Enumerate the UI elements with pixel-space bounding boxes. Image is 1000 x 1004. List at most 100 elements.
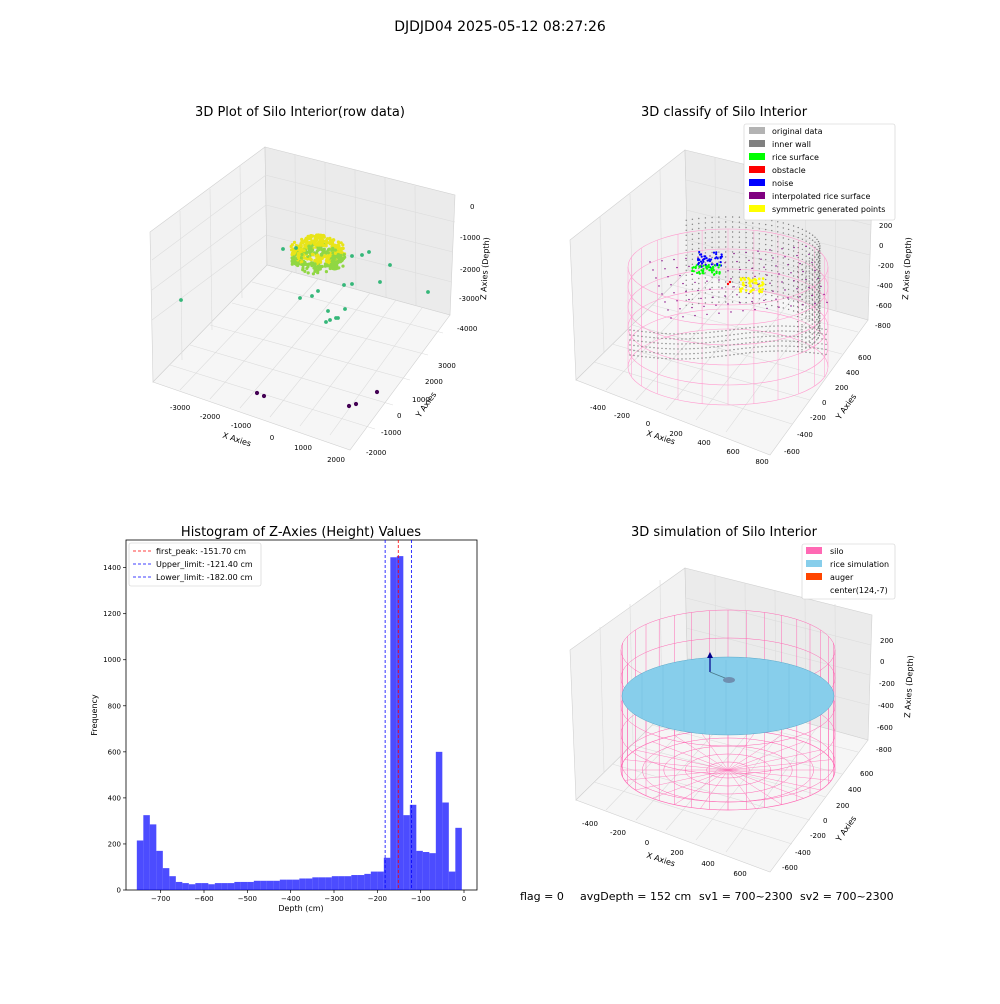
- inner-wall-point: [808, 280, 810, 282]
- inner-wall-point: [713, 331, 715, 333]
- inner-wall-point: [818, 334, 821, 337]
- interpolated-point: [772, 290, 774, 292]
- histogram-ytick-label: 800: [108, 702, 121, 710]
- raw-point: [292, 240, 297, 244]
- inner-wall-point: [665, 332, 667, 335]
- interpolated-point: [766, 307, 768, 310]
- inner-wall-point: [818, 249, 821, 252]
- p2-ytick-5: 400: [846, 369, 859, 377]
- inner-wall-point: [782, 282, 784, 284]
- raw-point: [378, 280, 382, 284]
- p2-legend-swatch-3: [749, 166, 765, 173]
- inner-wall-point: [805, 275, 807, 277]
- histogram-bar: [175, 881, 183, 890]
- inner-wall-point: [752, 247, 754, 249]
- inner-wall-point: [745, 342, 747, 344]
- histogram-bar: [247, 881, 254, 890]
- inner-wall-point: [685, 259, 687, 261]
- inner-wall-point: [769, 335, 771, 337]
- inner-wall-point: [787, 233, 790, 236]
- inner-wall-point: [731, 301, 734, 303]
- raw-point: [324, 244, 328, 248]
- inner-wall-point: [816, 324, 818, 326]
- inner-wall-point: [816, 294, 818, 296]
- inner-wall-point: [809, 336, 811, 339]
- raw-point: [310, 252, 314, 256]
- noise-point: [697, 257, 700, 261]
- inner-wall-point: [637, 350, 639, 352]
- inner-wall-point: [805, 312, 807, 314]
- inner-wall-point: [731, 266, 734, 268]
- raw-point: [326, 309, 330, 313]
- raw-point: [312, 266, 316, 270]
- inner-wall-point: [801, 289, 803, 291]
- inner-wall-point: [725, 241, 727, 243]
- inner-wall-point: [811, 333, 813, 335]
- inner-wall-point: [805, 285, 807, 287]
- inner-wall-point: [689, 358, 691, 360]
- rice-surface-point: [694, 266, 697, 270]
- inner-wall-point: [777, 246, 779, 248]
- inner-wall-point: [721, 335, 723, 337]
- rice-surface-point: [702, 264, 705, 267]
- inner-wall-point: [801, 346, 803, 348]
- inner-wall-point: [645, 351, 647, 353]
- inner-wall-point: [765, 233, 767, 236]
- inner-wall-point: [801, 279, 803, 281]
- interpolated-point: [718, 312, 720, 314]
- inner-wall-point: [801, 349, 803, 351]
- inner-wall-point: [629, 334, 631, 336]
- inner-wall-point: [813, 352, 815, 354]
- inner-wall-point: [689, 338, 691, 340]
- p1-xlabel: X Axies: [221, 431, 252, 449]
- inner-wall-point: [771, 229, 773, 232]
- histogram-bar: [403, 815, 410, 890]
- histogram-legend-box: [128, 542, 262, 587]
- inner-wall-point: [765, 330, 767, 333]
- inner-wall-point: [814, 296, 816, 298]
- inner-wall-point: [797, 275, 799, 278]
- rice-surface-point: [692, 266, 695, 269]
- inner-wall-point: [817, 352, 819, 355]
- inner-wall-point: [669, 348, 671, 350]
- inner-wall-point: [731, 276, 734, 278]
- panel2-title: 3D classify of Silo Interior: [641, 105, 808, 120]
- inner-wall-point: [645, 356, 647, 358]
- inner-wall-point: [801, 304, 803, 306]
- interpolated-point: [721, 287, 723, 289]
- panel4-title: 3D simulation of Silo Interior: [631, 525, 818, 540]
- inner-wall-point: [749, 342, 751, 344]
- inner-wall-point: [704, 217, 707, 219]
- inner-wall-point: [765, 350, 767, 353]
- interpolated-point: [724, 262, 726, 264]
- inner-wall-point: [717, 335, 719, 338]
- interpolated-point: [664, 301, 666, 303]
- inner-wall-point: [817, 270, 820, 273]
- raw-point: [296, 254, 300, 258]
- inner-wall-point: [645, 336, 647, 338]
- inner-wall-point: [677, 333, 679, 335]
- raw-point: [367, 250, 371, 254]
- histogram-ytick-label: 200: [108, 840, 121, 848]
- raw-point: [327, 241, 331, 245]
- inner-wall-point: [698, 237, 700, 240]
- inner-wall-point: [705, 342, 707, 344]
- inner-wall-point: [709, 346, 711, 349]
- inner-wall-point: [665, 337, 667, 340]
- histogram-bar: [312, 877, 319, 890]
- raw-point: [323, 262, 327, 266]
- inner-wall-point: [811, 269, 814, 271]
- inner-wall-point: [718, 291, 720, 293]
- noise-point: [700, 253, 703, 256]
- inner-wall-point: [698, 222, 700, 225]
- inner-wall-point: [641, 350, 643, 353]
- inner-wall-point: [787, 293, 790, 296]
- rice-surface-point: [707, 263, 710, 267]
- inner-wall-point: [816, 254, 818, 256]
- inner-wall-point: [718, 231, 720, 233]
- inner-wall-point: [681, 338, 683, 340]
- inner-wall-point: [721, 330, 723, 332]
- inner-wall-point: [819, 245, 821, 247]
- inner-wall-point: [817, 285, 820, 288]
- inner-wall-point: [697, 347, 699, 350]
